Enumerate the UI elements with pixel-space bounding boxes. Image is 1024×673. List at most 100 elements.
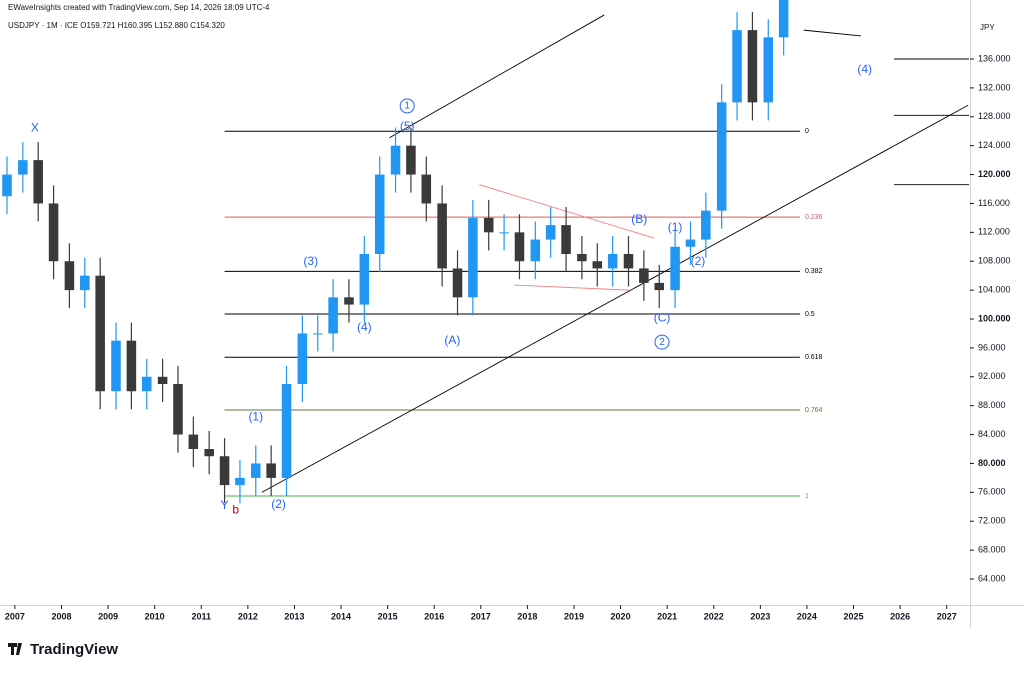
wave-circle [654,334,670,350]
candle-body [18,160,28,175]
fib-label: 0.618 [805,354,823,361]
fib-label: 0.5 [805,311,815,318]
candle-body [577,254,587,262]
y-tick-label: 100.000 [978,313,1011,323]
x-tick-label: 2022 [704,611,724,621]
y-tick-label: 72.000 [978,516,1006,526]
credit: EWaveInsights created with TradingView.c… [8,3,270,12]
x-tick-label: 2027 [937,611,957,621]
y-tick-label: 64.000 [978,573,1006,583]
wave-label: Y [221,498,229,512]
x-tick-label: 2008 [51,611,71,621]
candle-body [763,37,774,103]
candle-body [359,254,370,305]
y-tick-label: 88.000 [978,400,1006,410]
trendline [479,184,655,239]
candle-body [623,254,634,269]
candle-body [437,203,447,269]
candle-body [312,333,323,335]
x-tick-label: 2017 [471,611,491,621]
candle-body [468,217,478,298]
candle-body [204,449,214,457]
candle-body [141,376,152,392]
candle-body [111,340,121,392]
candle-body [747,30,758,103]
fib-label: 0 [805,128,809,135]
trendline [803,29,862,37]
wave-label: (5) [400,119,415,133]
y-tick-label: 132.000 [978,82,1011,92]
candle-body [483,217,494,233]
candle-body [499,232,509,234]
y-tick-label: 92.000 [978,371,1006,381]
wave-label: (C) [654,310,671,324]
candle-body [157,376,168,385]
y-tick-label: 124.000 [978,140,1011,150]
logo-icon [8,643,22,655]
wave-label: (4) [357,320,372,334]
x-tick-label: 2012 [238,611,258,621]
symbol-info: USDJPY · 1M · ICE O159.721 H160.395 L152… [8,21,225,30]
fib-label: 0.236 [805,214,823,221]
candle-body [344,297,354,305]
y-tick-label: 76.000 [978,487,1006,497]
candle-body [701,210,711,240]
fib-label: 0.382 [805,268,823,275]
candle-body [188,434,199,450]
candle-body [530,239,541,262]
candle-body [219,456,230,486]
candle-body [48,203,59,262]
wave-label: (1) [248,409,263,423]
x-tick-label: 2024 [797,611,817,621]
x-tick-label: 2015 [378,611,398,621]
candle-body [639,268,649,283]
trendline [514,284,629,291]
candle-body [251,463,261,478]
x-tick-label: 2016 [424,611,444,621]
y-tick-label: 136.000 [978,53,1011,63]
axes: 64.000 68.000 72.000 76.000 80.000 84.000 88.0… [5,53,1011,621]
candle-body [173,384,183,435]
wave-label: (2) [691,254,706,268]
y-tick-label: 108.000 [978,256,1011,266]
fib-label: 1 [805,493,809,500]
candle-body [592,261,603,269]
x-tick-label: 2009 [98,611,118,621]
candle-body [452,268,463,298]
candle-body [64,261,75,291]
y-tick-label: 80.000 [978,458,1006,468]
candle-body [126,340,137,392]
fib-label: 0.764 [805,407,823,414]
candle-body [80,275,90,291]
x-tick-label: 2023 [750,611,770,621]
wave-label: (2) [271,497,286,511]
candle-body [406,145,416,175]
wave-label: (4) [857,62,872,76]
y-tick-label: 68.000 [978,544,1006,554]
y-tick-label: 128.000 [978,111,1011,121]
candle-body [732,30,742,103]
candle-body [297,333,308,385]
candle-body [778,0,789,38]
candle-body [421,174,432,204]
x-tick-label: 2021 [657,611,677,621]
logo: TradingView [8,641,118,658]
y-tick-label: 96.000 [978,342,1006,352]
x-tick-label: 2010 [145,611,165,621]
y-tick-label: 112.000 [978,227,1010,237]
candle-body [374,174,385,255]
y-tick-label: 120.000 [978,169,1011,179]
candle-body [670,246,680,291]
brand: TradingView [30,641,118,658]
x-tick-label: 2013 [284,611,304,621]
x-tick-label: 2011 [192,611,212,621]
x-tick-label: 2007 [5,611,25,621]
x-tick-label: 2018 [517,611,537,621]
y-tick-label: 84.000 [978,429,1006,439]
y-tick-label: 116.000 [978,198,1010,208]
y-tick-label: 104.000 [978,284,1011,294]
wave-label: X [31,121,39,135]
x-tick-label: 2026 [890,611,910,621]
x-tick-label: 2019 [564,611,584,621]
